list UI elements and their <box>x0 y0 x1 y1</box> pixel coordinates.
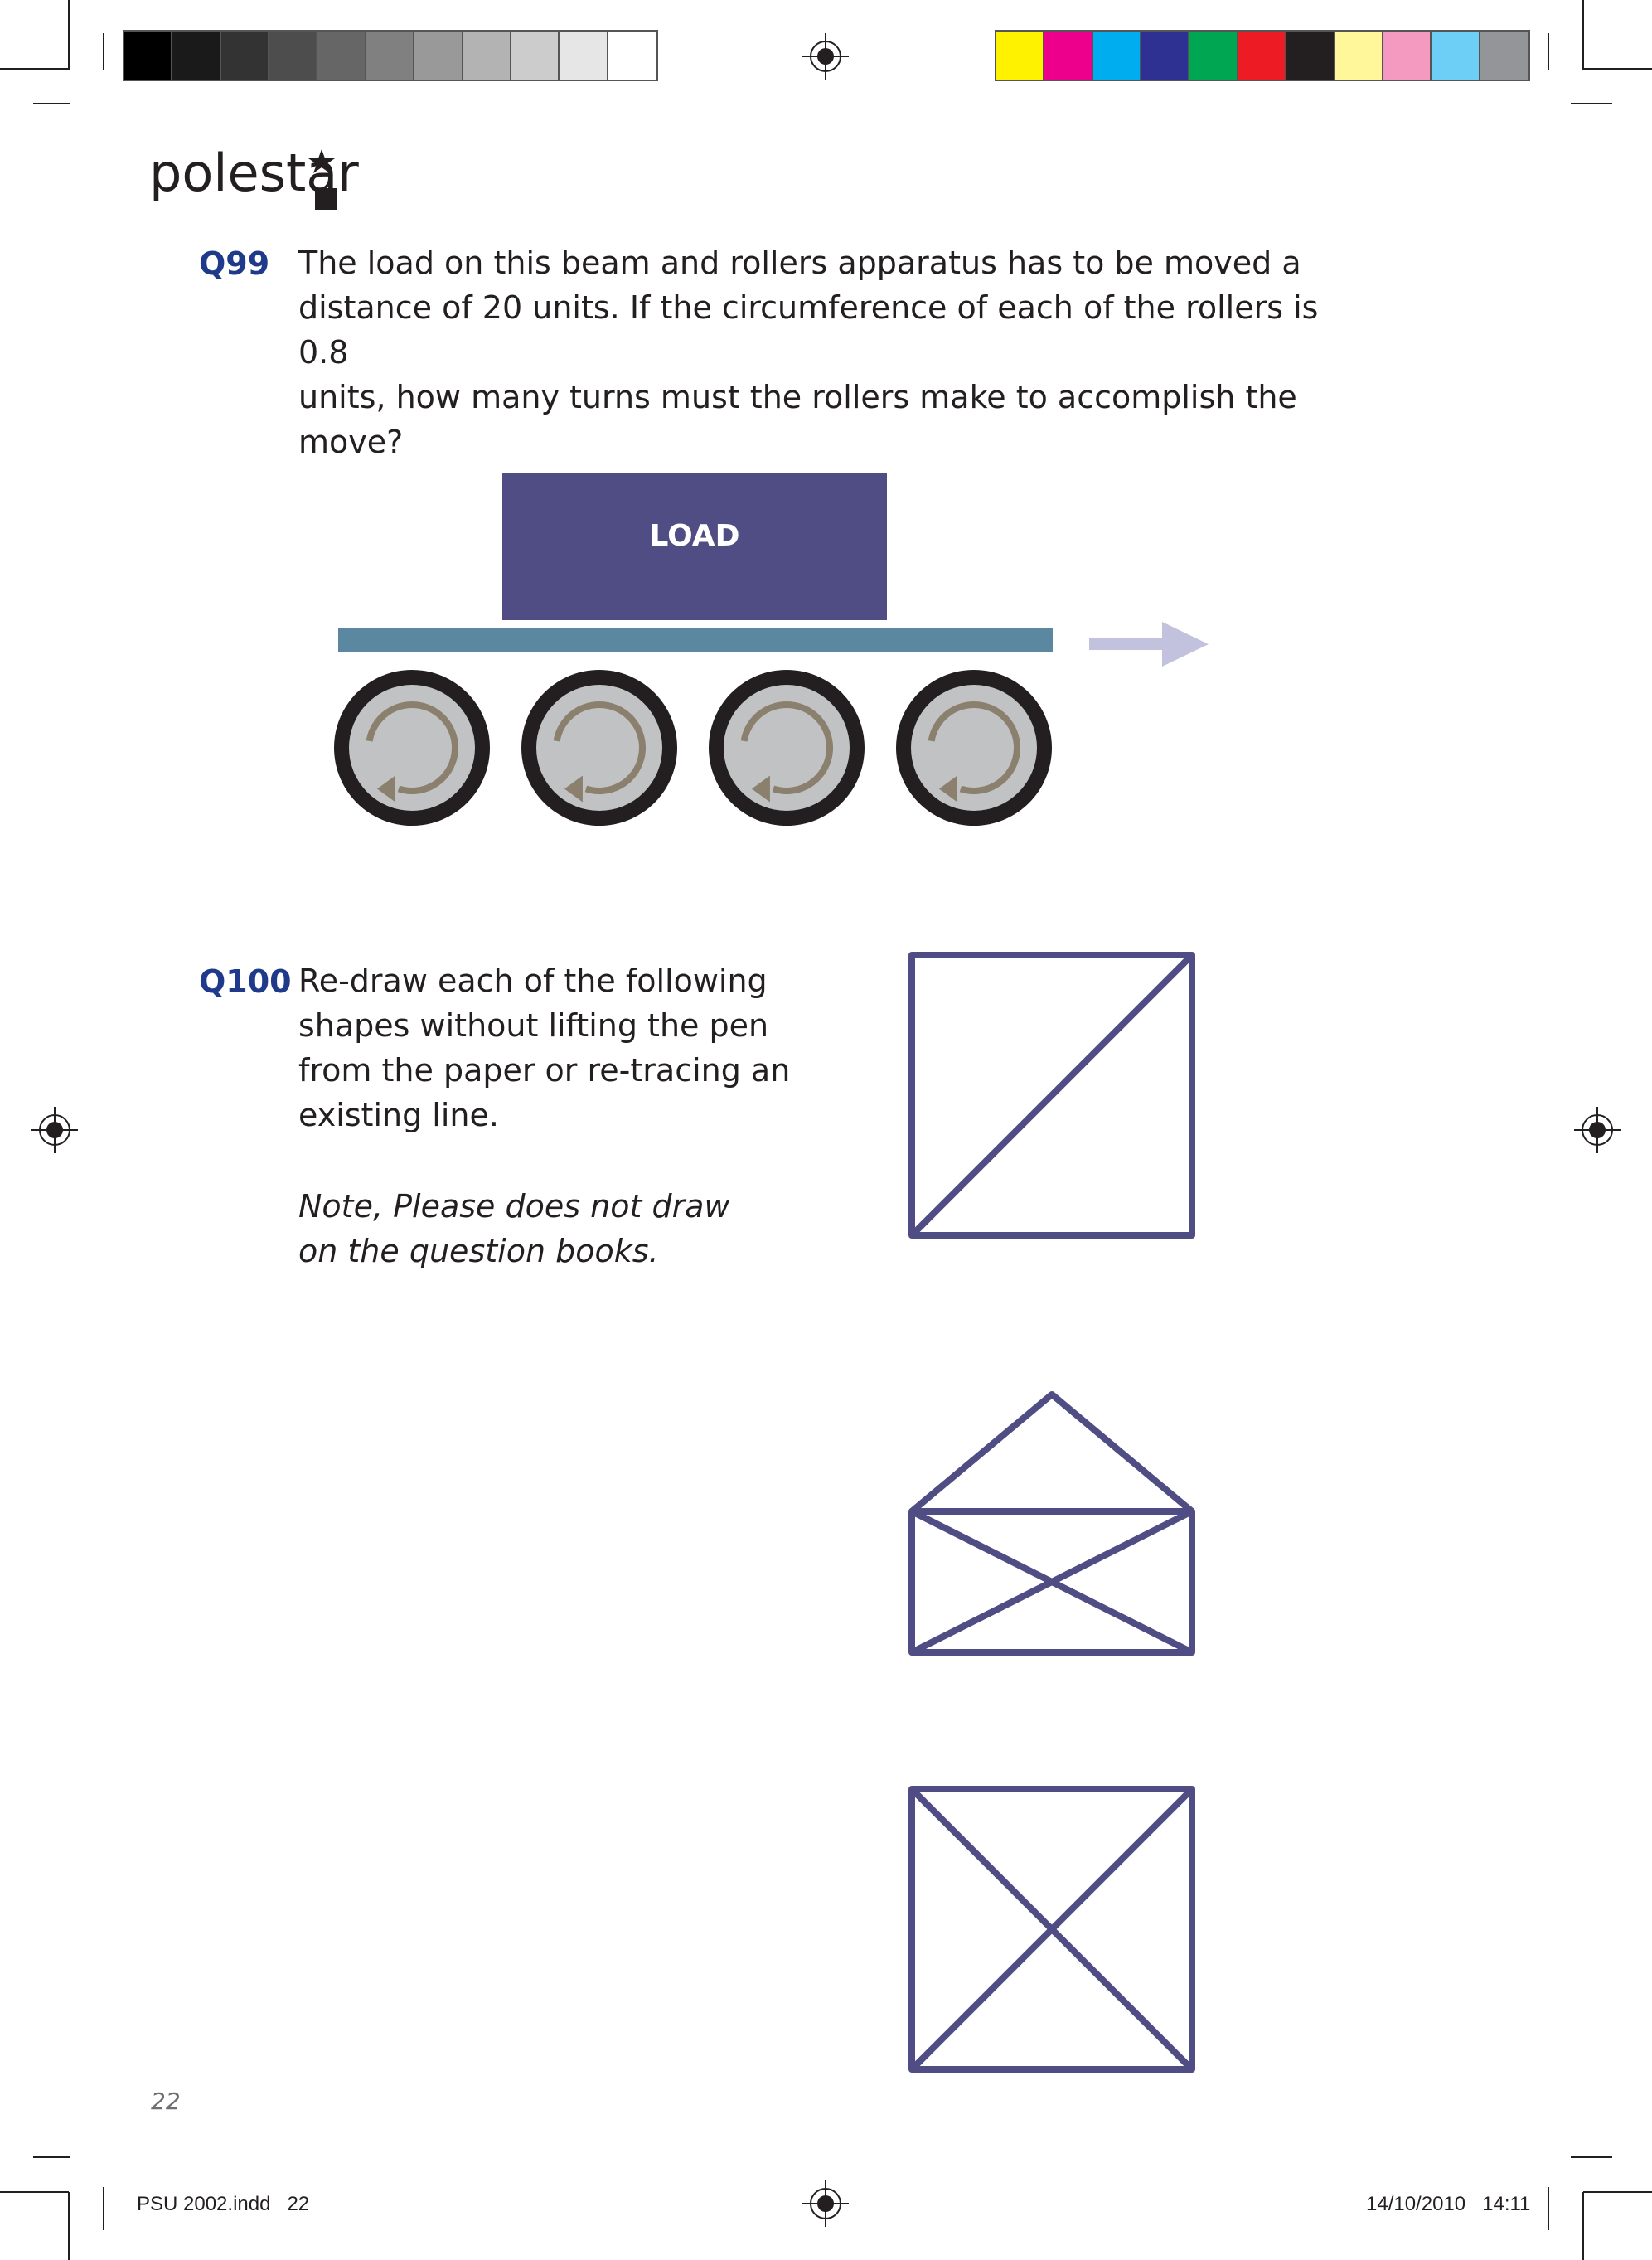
color-swatch <box>1480 32 1528 80</box>
color-swatch <box>463 32 511 80</box>
question-number-q99: Q99 <box>199 245 270 282</box>
color-swatch <box>220 32 270 80</box>
rotation-arrow-icon <box>740 701 833 794</box>
square-with-diagonal-shape <box>908 952 1195 1239</box>
registration-target-top <box>802 33 849 80</box>
page-number: 22 <box>151 2088 181 2115</box>
color-swatch <box>1432 32 1480 80</box>
process-color-bar <box>995 30 1530 81</box>
registration-target-bottom <box>802 2180 849 2227</box>
roller <box>709 670 865 826</box>
load-box <box>502 473 887 620</box>
arrowhead-icon <box>751 775 770 803</box>
color-swatch <box>124 32 173 80</box>
arrowhead-icon <box>376 775 395 803</box>
rotation-arrow-icon <box>366 701 458 794</box>
question-note-q100: Note, Please does not draw on the questi… <box>298 1188 730 1269</box>
beam <box>338 628 1053 652</box>
color-swatch <box>1238 32 1287 80</box>
rotation-arrow-icon <box>928 701 1020 794</box>
color-swatch <box>560 32 608 80</box>
registration-target-right <box>1574 1107 1621 1153</box>
color-swatch <box>269 32 318 80</box>
color-swatch <box>608 32 656 80</box>
registration-target-left <box>31 1107 78 1153</box>
roller <box>521 670 677 826</box>
square-with-cross-shape <box>908 1786 1195 2073</box>
color-swatch <box>1335 32 1383 80</box>
question-text-q99: The load on this beam and rollers appara… <box>298 245 1319 460</box>
color-swatch <box>511 32 560 80</box>
file-slug: PSU 2002.indd 22 <box>137 2193 310 2215</box>
color-swatch <box>1286 32 1335 80</box>
grayscale-color-bar <box>123 30 658 81</box>
color-swatch <box>414 32 463 80</box>
arrowhead-icon <box>938 775 957 803</box>
date-slug: 14/10/2010 14:11 <box>1366 2193 1531 2215</box>
color-swatch <box>366 32 415 80</box>
arrowhead-icon <box>564 775 583 803</box>
open-envelope-shape <box>908 1391 1195 1656</box>
color-swatch <box>172 32 221 80</box>
color-swatch <box>1383 32 1432 80</box>
roller <box>334 670 490 826</box>
color-swatch <box>1044 32 1093 80</box>
color-swatch <box>996 32 1045 80</box>
load-label: LOAD <box>649 519 739 553</box>
rotation-arrow-icon <box>553 701 646 794</box>
question-text-q100: Re-draw each of the following shapes wit… <box>298 963 791 1133</box>
color-swatch <box>1092 32 1142 80</box>
color-swatch <box>1189 32 1238 80</box>
direction-arrow-icon <box>1089 622 1209 667</box>
color-swatch <box>1141 32 1190 80</box>
question-number-q100: Q100 <box>199 963 292 1000</box>
roller <box>896 670 1052 826</box>
color-swatch <box>317 32 366 80</box>
